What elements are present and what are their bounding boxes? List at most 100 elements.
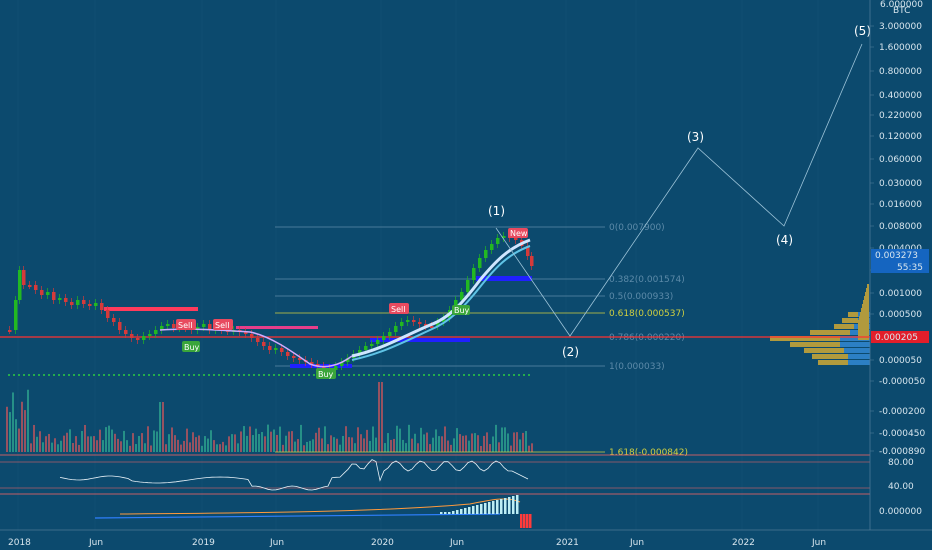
volume-bar xyxy=(273,429,275,452)
volume-bar xyxy=(48,433,50,452)
volume-bar xyxy=(30,443,32,452)
candle-body xyxy=(334,366,338,370)
volume-bar xyxy=(525,431,527,452)
volume-bar xyxy=(237,443,239,452)
volume-bar xyxy=(378,382,380,452)
profile-bar-volume xyxy=(810,330,850,335)
volume-bar xyxy=(465,435,467,452)
volume-bar xyxy=(489,444,491,452)
volume-bar xyxy=(114,433,116,452)
volume-bar xyxy=(270,431,272,452)
volume-profile xyxy=(770,284,870,365)
candle-body xyxy=(268,346,272,350)
volume-bar xyxy=(108,425,110,452)
volume-bar xyxy=(483,435,485,452)
grid xyxy=(17,0,819,530)
volume-bar xyxy=(159,402,161,452)
volume-bar xyxy=(246,435,248,452)
x-tick-label: 2022 xyxy=(732,538,755,548)
zone-bar-red-2 xyxy=(236,326,318,329)
profile-bar-volume xyxy=(790,342,840,347)
volume-bar xyxy=(471,433,473,452)
fib-label: 0.618(0.000537) xyxy=(609,309,685,319)
volume-bar xyxy=(516,432,518,452)
volume-bar xyxy=(51,442,53,452)
signal-sell-1: Sell xyxy=(176,319,196,330)
volume-bar xyxy=(135,444,137,452)
volume-bar xyxy=(312,439,314,452)
macd-hist-bar xyxy=(448,512,451,514)
candle-body xyxy=(52,292,56,300)
x-tick-label: Jun xyxy=(269,538,284,548)
volume-bar xyxy=(180,444,182,452)
y-tick-label: -0.000890 xyxy=(879,447,925,457)
candle-body xyxy=(172,324,176,328)
volume-bar xyxy=(396,425,398,452)
volume-bar xyxy=(417,443,419,452)
macd-hist-bar xyxy=(484,503,487,514)
volume-bar xyxy=(411,438,413,452)
volume-bar xyxy=(462,435,464,452)
volume-bar xyxy=(147,426,149,452)
volume-bars xyxy=(6,382,533,452)
volume-bar xyxy=(345,426,347,452)
candle-body xyxy=(82,300,86,304)
x-tick-label: 2020 xyxy=(371,538,394,548)
volume-bar xyxy=(138,435,140,452)
candle-body xyxy=(490,244,494,250)
candle-body xyxy=(478,258,482,268)
volume-bar xyxy=(318,427,320,452)
volume-bar xyxy=(258,434,260,452)
volume-bar xyxy=(129,445,131,452)
macd-hist-bar-red xyxy=(520,514,523,528)
volume-bar xyxy=(261,432,263,452)
volume-bar xyxy=(444,426,446,452)
candle-body xyxy=(412,320,416,322)
volume-bar xyxy=(474,433,476,452)
ma-line-2019 xyxy=(159,328,353,368)
volume-bar xyxy=(249,426,251,452)
rsi-line xyxy=(59,459,529,491)
x-tick-label: Jun xyxy=(811,538,826,548)
x-tick-label: Jun xyxy=(449,538,464,548)
volume-bar xyxy=(276,434,278,452)
macd-hist-bar xyxy=(496,500,499,514)
y-tick-label: 3.000000 xyxy=(879,22,922,32)
volume-bar xyxy=(453,438,455,452)
macd-hist-bar xyxy=(472,506,475,514)
volume-bar xyxy=(36,436,38,452)
volume-bar xyxy=(324,426,326,452)
volume-bar xyxy=(528,445,530,452)
candle-body xyxy=(76,300,80,305)
candle-body xyxy=(370,344,374,346)
volume-bar xyxy=(171,427,173,452)
candle-body xyxy=(124,330,128,334)
fib-label: 1.618(-0.000842) xyxy=(609,448,688,458)
profile-bar xyxy=(848,312,870,317)
candle-body xyxy=(502,236,506,238)
candle-body xyxy=(280,348,284,352)
volume-bar xyxy=(297,439,299,452)
candle-body xyxy=(316,364,320,366)
candle-body xyxy=(424,324,428,326)
wave-label-1: (1) xyxy=(488,204,505,218)
volume-bar xyxy=(447,440,449,452)
volume-bar xyxy=(105,427,107,452)
candle-body xyxy=(358,350,362,354)
volume-bar xyxy=(294,441,296,452)
candle-body xyxy=(202,324,206,327)
volume-bar xyxy=(216,444,218,452)
svg-text:0.003273: 0.003273 xyxy=(875,251,918,261)
candle-body xyxy=(88,304,92,306)
macd-hist-bar xyxy=(456,510,459,514)
volume-bar xyxy=(423,434,425,452)
volume-bar xyxy=(306,441,308,452)
candle-body xyxy=(400,322,404,326)
volume-bar xyxy=(282,444,284,452)
volume-bar xyxy=(9,412,11,452)
macd-hist-bar xyxy=(452,511,455,514)
y-tick-label: 0.800000 xyxy=(879,67,922,77)
candle-body xyxy=(460,292,464,300)
